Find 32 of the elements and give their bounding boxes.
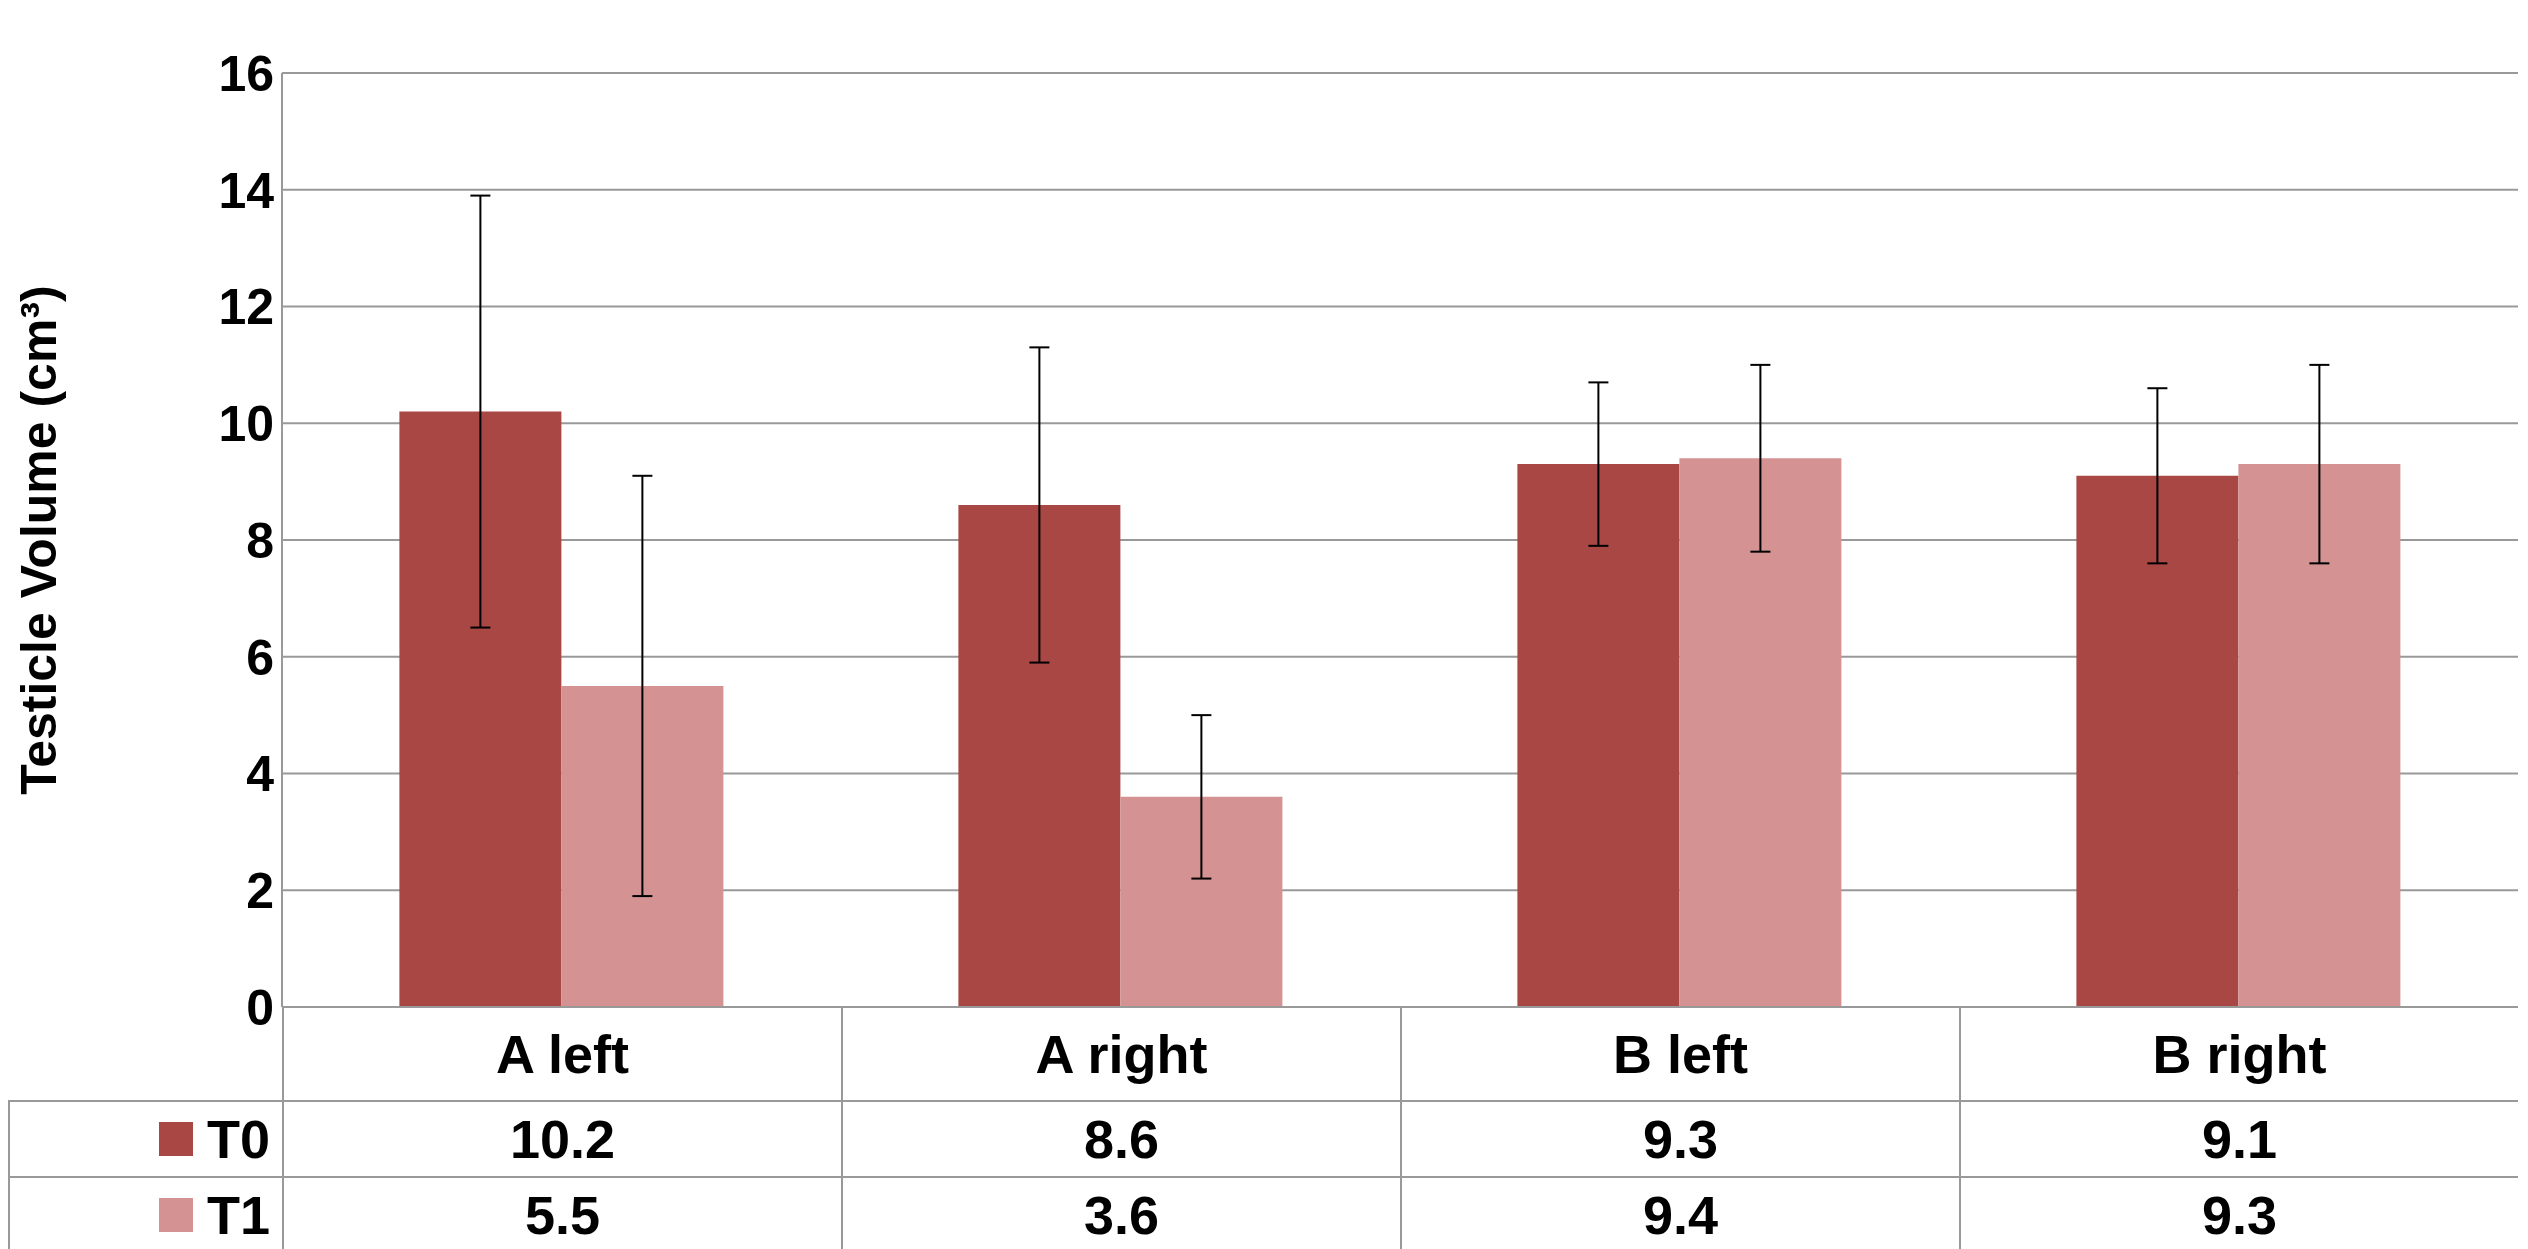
bar	[958, 504, 1121, 1007]
y-axis-title: Testicle Volume (cm³)	[10, 285, 67, 795]
bar	[2238, 464, 2401, 1007]
y-tick-label: 8	[246, 512, 274, 569]
bar	[1517, 464, 1680, 1007]
x-tick-label: A right	[841, 1008, 1400, 1100]
bar	[1120, 796, 1283, 1007]
y-tick-label: 16	[218, 45, 274, 102]
legend-label: T0	[206, 1108, 270, 1170]
data-label: 10.2	[282, 1100, 841, 1176]
bar	[1679, 458, 1842, 1007]
data-label: 8.6	[841, 1100, 1400, 1176]
x-tick-label: A left	[282, 1008, 841, 1100]
y-tick-label: 6	[246, 629, 274, 686]
bar	[399, 411, 562, 1007]
legend-label: T1	[206, 1184, 270, 1246]
y-tick-label: 0	[246, 979, 274, 1036]
data-label: 9.4	[1400, 1176, 1959, 1249]
y-tick-label: 12	[218, 279, 274, 336]
data-label: 9.3	[1959, 1176, 2518, 1249]
bar	[2076, 475, 2239, 1007]
x-tick-label: B right	[1959, 1008, 2518, 1100]
data-label: 9.3	[1400, 1100, 1959, 1176]
bar	[561, 685, 724, 1007]
y-tick-label: 4	[246, 746, 275, 803]
y-tick-label: 14	[218, 162, 275, 219]
x-tick-label: B left	[1400, 1008, 1959, 1100]
data-label: 9.1	[1959, 1100, 2518, 1176]
y-tick-label: 10	[218, 396, 274, 452]
y-tick-label: 2	[246, 863, 274, 919]
data-label: 3.6	[841, 1176, 1400, 1249]
data-label: 5.5	[282, 1176, 841, 1249]
